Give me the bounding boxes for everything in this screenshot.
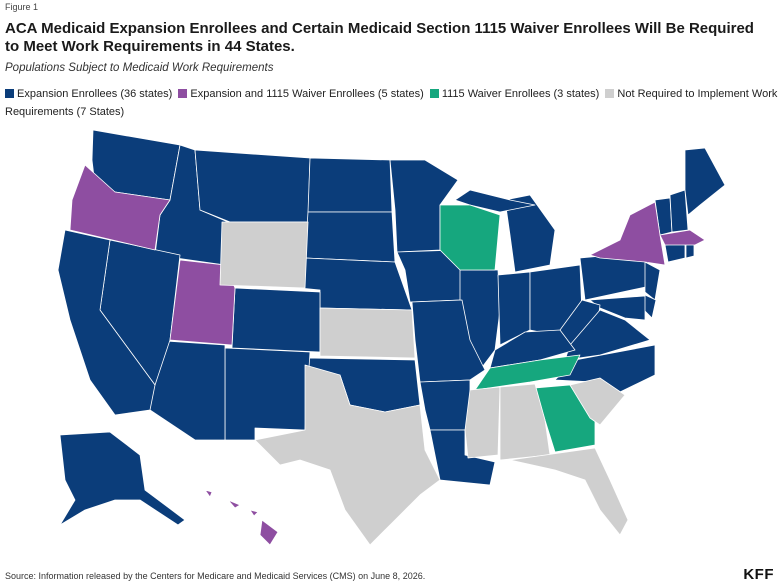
state-AK: [59, 431, 186, 526]
state-SC: [569, 377, 626, 426]
legend-label-expansion-1115: Expansion and 1115 Waiver Enrollees (5 s…: [190, 88, 424, 100]
state-UT: [169, 259, 236, 346]
state-MI: [504, 194, 556, 273]
legend-item-expansion: Expansion Enrollees (36 states): [5, 88, 172, 100]
state-AR: [419, 379, 471, 431]
legend-swatch-expansion: [5, 89, 14, 98]
chart-title: ACA Medicaid Expansion Enrollees and Cer…: [5, 20, 754, 55]
legend-swatch-not-required: [605, 89, 615, 98]
state-FL: [509, 447, 629, 536]
figure-label: Figure 1: [5, 2, 39, 12]
legend: Expansion Enrollees (36 states) Expansio…: [5, 85, 780, 121]
state-CT: [664, 242, 686, 263]
state-KS: [319, 307, 416, 359]
state-NJ: [644, 261, 661, 301]
legend-item-not-required: Not Required to Implement Work Requireme…: [5, 88, 777, 118]
legend-item-1115: 1115 Waiver Enrollees (3 states): [427, 88, 600, 100]
state-MT: [194, 149, 311, 223]
legend-label-not-required: Not Required to Implement Work Requireme…: [5, 88, 778, 118]
chart-subtitle: Populations Subject to Medicaid Work Req…: [5, 62, 274, 74]
legend-swatch-expansion-1115: [178, 89, 188, 98]
state-AL: [499, 383, 551, 461]
state-WI: [439, 204, 501, 271]
legend-swatch-1115: [429, 89, 439, 98]
kff-logo: KFF: [743, 566, 774, 583]
state-ME: [684, 147, 726, 216]
state-MA: [659, 229, 706, 246]
legend-label-expansion: Expansion Enrollees (36 states): [17, 88, 173, 100]
state-CO: [231, 287, 321, 353]
state-ND: [307, 157, 393, 213]
state-OR: [69, 164, 171, 251]
state-MO: [411, 299, 486, 383]
state-TX: [254, 364, 441, 546]
state-NM: [224, 347, 311, 441]
state-HI: [204, 489, 279, 546]
source-note: Source: Information released by the Cent…: [5, 571, 426, 581]
state-SD: [304, 211, 396, 263]
legend-label-1115: 1115 Waiver Enrollees (3 states): [441, 88, 600, 100]
state-NY: [589, 201, 666, 266]
state-CA: [57, 229, 156, 416]
state-MS: [464, 386, 501, 459]
state-WY: [219, 221, 309, 289]
state-NH: [669, 189, 689, 233]
legend-item-expansion-1115: Expansion and 1115 Waiver Enrollees (5 s…: [175, 88, 424, 100]
